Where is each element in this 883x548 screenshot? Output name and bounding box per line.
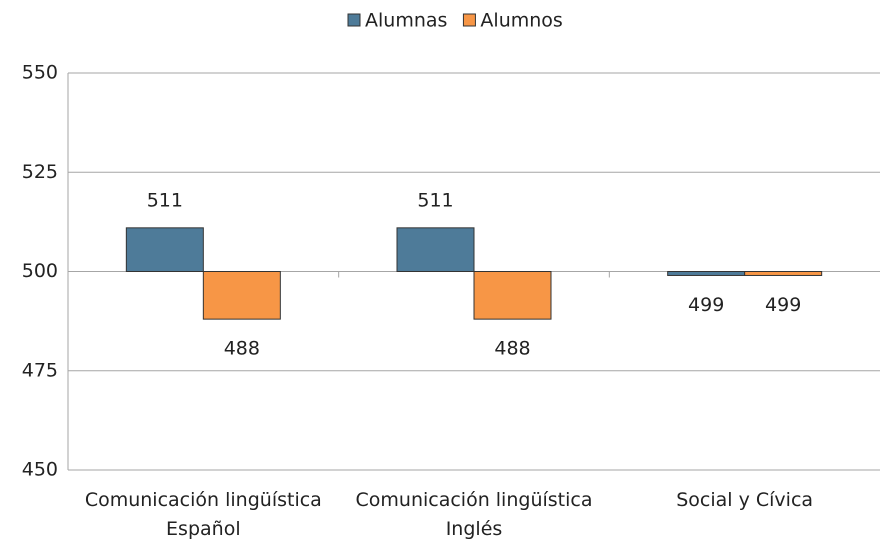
bar xyxy=(125,227,204,272)
x-tick-label: Comunicación lingüística Inglés xyxy=(355,489,593,540)
data-label: 488 xyxy=(224,338,260,360)
legend-label: Alumnas xyxy=(365,10,447,32)
bar xyxy=(396,227,475,272)
bar xyxy=(202,271,281,320)
x-tick-label: Social y Cívica xyxy=(676,489,814,511)
y-tick-label: 525 xyxy=(22,161,58,183)
x-tick-label: Comunicación lingüística Español xyxy=(84,489,322,540)
bar xyxy=(473,271,552,320)
y-tick-label: 500 xyxy=(22,260,58,282)
legend-swatch xyxy=(462,13,476,27)
legend-swatch xyxy=(347,13,361,27)
data-label: 511 xyxy=(417,189,453,211)
data-label: 499 xyxy=(688,294,724,316)
data-label: 511 xyxy=(147,189,183,211)
y-tick-label: 450 xyxy=(22,459,58,481)
data-label: 488 xyxy=(494,338,530,360)
y-tick-label: 550 xyxy=(22,62,58,84)
bar xyxy=(744,271,823,276)
bar xyxy=(667,271,746,276)
y-tick-label: 475 xyxy=(22,359,58,381)
data-label: 499 xyxy=(765,294,801,316)
legend-label: Alumnos xyxy=(480,10,562,32)
